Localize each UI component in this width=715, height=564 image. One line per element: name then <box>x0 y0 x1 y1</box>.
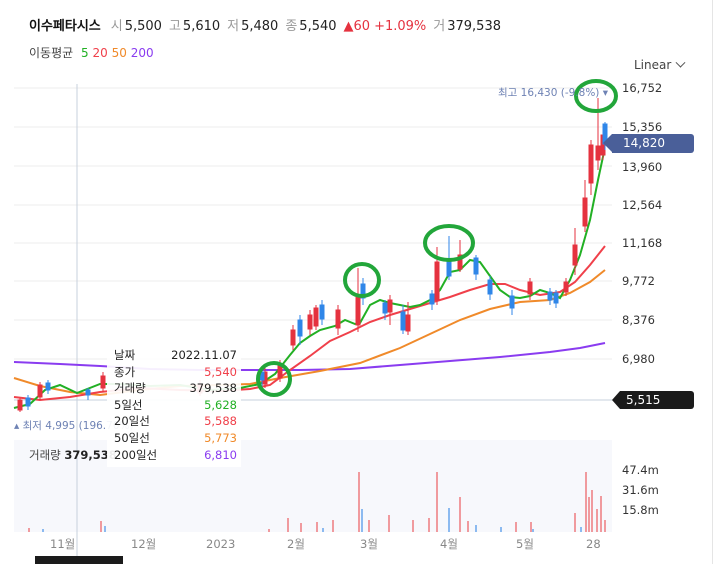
open-label: 시 <box>110 19 123 34</box>
tooltip-row-date: 날짜 2022.11.07 <box>114 348 237 362</box>
svg-text:11,168: 11,168 <box>622 236 662 250</box>
period-low-annotation: ▴ 최저 4,995 (196.70%) <box>14 420 134 432</box>
volume-value: 379,538 <box>447 19 501 34</box>
svg-text:5월: 5월 <box>516 537 534 551</box>
scale-label: Linear <box>634 58 672 72</box>
svg-text:12,564: 12,564 <box>622 198 662 212</box>
close-label: 종 <box>285 19 298 34</box>
crosshair-date-tag <box>35 556 123 564</box>
ma-title: 이동평균 <box>29 46 74 60</box>
svg-text:28: 28 <box>586 537 601 551</box>
low-value: 5,480 <box>241 19 279 34</box>
candles <box>17 98 608 412</box>
ma-200-toggle[interactable]: 200 <box>130 46 154 60</box>
svg-text:9,772: 9,772 <box>622 274 655 288</box>
svg-text:3월: 3월 <box>360 537 378 551</box>
change-value: ▲60 <box>343 19 371 34</box>
tooltip-row-close: 종가 5,540 <box>114 364 237 379</box>
svg-text:12월: 12월 <box>131 537 156 551</box>
svg-text:2월: 2월 <box>287 537 305 551</box>
price-gridlines <box>14 87 612 360</box>
tooltip-row-ma50: 50일선 5,773 <box>114 430 237 445</box>
volume-bars <box>28 472 606 532</box>
tooltip-row-volume: 거래량 379,538 <box>114 381 237 396</box>
svg-text:2023: 2023 <box>206 537 235 551</box>
scale-selector[interactable]: Linear <box>634 57 686 72</box>
svg-text:4월: 4월 <box>440 537 458 551</box>
highlight-circles <box>256 79 618 397</box>
stock-header: 이수페타시스 시 5,500 고 5,610 저 5,480 종 5,540 ▲… <box>29 15 508 34</box>
ma-5-toggle[interactable]: 5 <box>81 46 89 60</box>
low-label: 저 <box>227 19 240 34</box>
crosshair-tooltip: 날짜 2022.11.07 종가 5,540 거래량 379,538 5일선 5,628… <box>107 345 241 468</box>
x-axis: 11월 12월 2023 2월 3월 4월 5월 28 <box>50 537 601 551</box>
volume-title: 거래량 <box>29 448 61 462</box>
ma50-line <box>13 269 606 397</box>
svg-text:8,376: 8,376 <box>622 313 655 327</box>
moving-average-legend: 이동평균 5 20 50 200 <box>29 44 154 61</box>
tooltip-row-ma20: 20일선 5,588 <box>114 414 237 429</box>
right-border <box>712 0 713 564</box>
current-price-tag: 14,820 <box>603 134 694 153</box>
svg-text:31.6m: 31.6m <box>622 483 659 497</box>
price-axis: 16,752 15,356 13,960 12,564 11,168 9,772… <box>622 81 662 366</box>
svg-text:6,980: 6,980 <box>622 352 655 366</box>
svg-text:11월: 11월 <box>50 537 75 551</box>
ma-50-toggle[interactable]: 50 <box>111 46 127 60</box>
svg-text:16,752: 16,752 <box>622 81 662 95</box>
tooltip-row-ma200: 200일선 6,810 <box>114 447 237 462</box>
volume-panel-label: 거래량 379,538 <box>29 447 117 463</box>
ma-20-toggle[interactable]: 20 <box>92 46 108 60</box>
high-label: 고 <box>168 19 181 34</box>
high-value: 5,610 <box>182 19 221 34</box>
crosshair-price-tag: 5,515 <box>612 391 694 409</box>
volume-panel-value: 379,538 <box>64 448 117 462</box>
close-value: 5,540 <box>299 19 337 34</box>
open-value: 5,500 <box>124 19 162 34</box>
stock-name: 이수페타시스 <box>29 19 101 34</box>
svg-text:47.4m: 47.4m <box>622 463 659 477</box>
volume-axis: 47.4m 31.6m 15.8m <box>622 463 659 517</box>
tooltip-row-ma5: 5일선 5,628 <box>114 397 237 412</box>
svg-text:13,960: 13,960 <box>622 160 662 174</box>
period-high-annotation: 최고 16,430 (-9.8%) ▾ <box>498 87 609 99</box>
change-percent: +1.09% <box>374 19 427 34</box>
svg-text:15.8m: 15.8m <box>622 503 659 517</box>
svg-text:15,356: 15,356 <box>622 120 662 134</box>
volume-label: 거 <box>433 19 446 34</box>
